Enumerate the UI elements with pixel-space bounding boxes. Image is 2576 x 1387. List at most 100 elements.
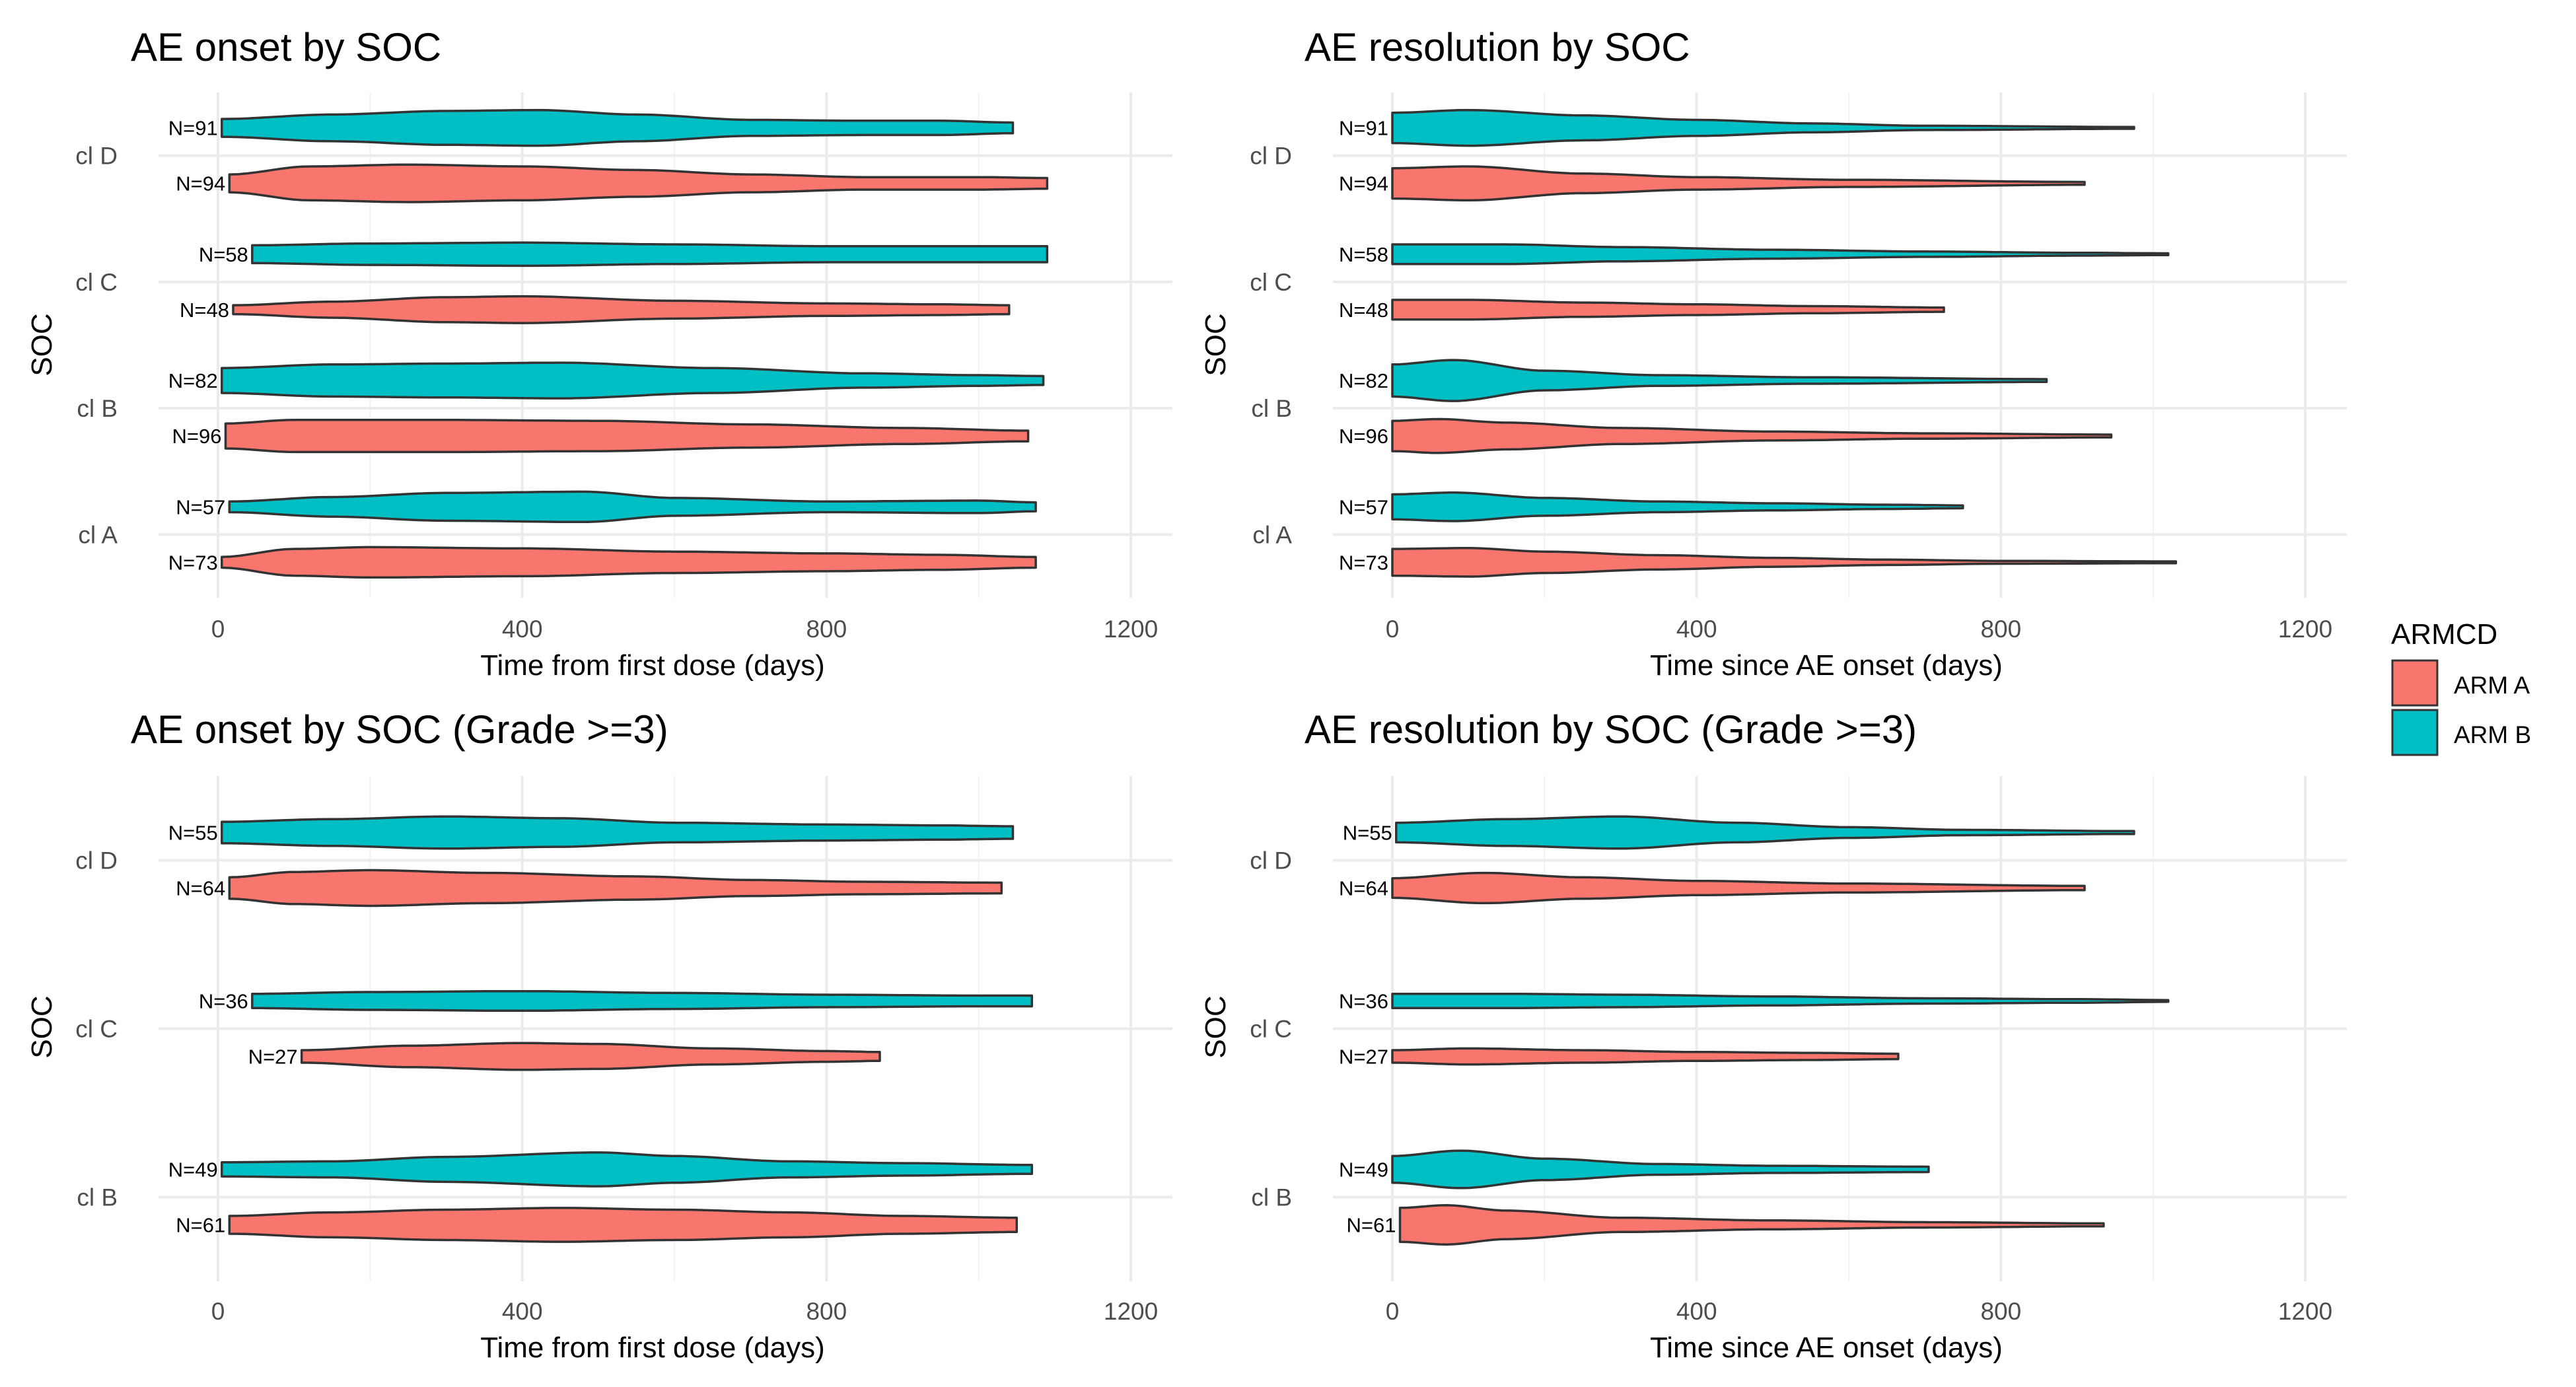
n-label-cl-d-arm-a: N=64 bbox=[1339, 877, 1388, 900]
violin-cl-b-arm-a bbox=[224, 419, 1030, 454]
violin-cl-d-arm-a bbox=[228, 869, 1003, 907]
violin-cl-c-arm-b bbox=[1391, 992, 2170, 1010]
n-label-cl-b-arm-a: N=96 bbox=[1339, 425, 1388, 448]
n-label-cl-b-arm-a: N=96 bbox=[172, 425, 222, 448]
y-tick-label: cl C bbox=[75, 269, 118, 296]
panel-ae-onset: AE onset by SOC Time from first dose (da… bbox=[26, 25, 1172, 682]
legend-swatch-arm-b bbox=[2391, 709, 2439, 756]
n-label-cl-b-arm-a: N=61 bbox=[176, 1214, 225, 1237]
plot-area: 0 400 800 1200 cl B cl C cl D N=61 N=49 N=27 N=36 N… bbox=[1250, 776, 2347, 1325]
panel-ae-onset-grade3: AE onset by SOC (Grade >=3) Time from fi… bbox=[26, 707, 1172, 1364]
y-tick-label: cl D bbox=[75, 847, 118, 874]
legend: ARMCD ARM A ARM B bbox=[2391, 618, 2531, 756]
x-tick-label: 1200 bbox=[1104, 616, 1158, 643]
x-tick-label: 400 bbox=[502, 616, 543, 643]
violin-cl-d-arm-b bbox=[221, 815, 1015, 850]
n-label-cl-d-arm-b: N=55 bbox=[1343, 822, 1392, 845]
n-label-cl-c-arm-b: N=36 bbox=[1339, 990, 1388, 1013]
panel-ae-resolution: AE resolution by SOC Time since AE onset… bbox=[1199, 25, 2347, 682]
violin-cl-d-arm-b bbox=[1395, 815, 2135, 850]
y-tick-label: cl B bbox=[1251, 395, 1292, 422]
n-label-cl-a-arm-b: N=57 bbox=[1339, 495, 1388, 518]
violin-cl-c-arm-a bbox=[1391, 299, 1945, 321]
x-tick-label: 0 bbox=[211, 1298, 225, 1325]
x-axis-title: Time from first dose (days) bbox=[480, 649, 825, 682]
violin-cl-c-arm-a bbox=[1391, 1047, 1900, 1066]
n-label-cl-b-arm-b: N=82 bbox=[1339, 369, 1388, 392]
violin-cl-c-arm-b bbox=[251, 241, 1049, 267]
x-tick-label: 800 bbox=[1980, 1298, 2021, 1325]
violin-cl-d-arm-a bbox=[228, 163, 1049, 203]
n-label-cl-c-arm-b: N=36 bbox=[199, 990, 248, 1013]
violin-cl-d-arm-a bbox=[1391, 871, 2086, 905]
n-label-cl-b-arm-b: N=82 bbox=[168, 369, 218, 392]
n-label-cl-c-arm-b: N=58 bbox=[199, 243, 248, 266]
plot-area: 0 400 800 1200 cl B cl C cl D N=61 N=49 N=27 N=36 N… bbox=[75, 776, 1172, 1325]
violin-cl-c-arm-a bbox=[300, 1042, 881, 1071]
x-tick-label: 0 bbox=[1386, 616, 1400, 643]
x-axis-title: Time since AE onset (days) bbox=[1650, 1332, 2003, 1364]
violin-cl-c-arm-a bbox=[232, 295, 1011, 324]
y-tick-label: cl D bbox=[1250, 143, 1292, 170]
y-tick-label: cl C bbox=[1250, 1016, 1292, 1043]
y-tick-label: cl C bbox=[1250, 269, 1292, 296]
n-label-cl-c-arm-a: N=48 bbox=[1339, 299, 1388, 322]
x-axis-title: Time since AE onset (days) bbox=[1650, 649, 2003, 682]
y-tick-label: cl D bbox=[1250, 847, 1292, 874]
violin-cl-b-arm-b bbox=[221, 361, 1045, 400]
n-label-cl-d-arm-b: N=91 bbox=[1339, 117, 1388, 140]
n-label-cl-c-arm-a: N=27 bbox=[1339, 1046, 1388, 1069]
violin-cl-a-arm-a bbox=[1391, 547, 2178, 578]
violin-cl-b-arm-a bbox=[1398, 1204, 2105, 1246]
n-label-cl-c-arm-b: N=58 bbox=[1339, 243, 1388, 266]
y-tick-label: cl A bbox=[78, 521, 118, 548]
chart-title: AE onset by SOC (Grade >=3) bbox=[131, 707, 668, 752]
y-tick-label: cl C bbox=[75, 1016, 118, 1043]
violin-cl-b-arm-a bbox=[1391, 417, 2113, 454]
chart-title: AE resolution by SOC bbox=[1305, 25, 1690, 69]
n-label-cl-d-arm-a: N=94 bbox=[176, 172, 225, 196]
violin-cl-a-arm-b bbox=[228, 490, 1037, 524]
legend-label-arm-b: ARM B bbox=[2454, 721, 2531, 748]
violin-cl-a-arm-b bbox=[1391, 491, 1964, 522]
x-tick-label: 1200 bbox=[2278, 616, 2332, 643]
y-tick-label: cl B bbox=[1251, 1184, 1292, 1211]
y-tick-label: cl B bbox=[77, 395, 118, 422]
n-label-cl-d-arm-b: N=55 bbox=[168, 822, 218, 845]
chart-title: AE resolution by SOC (Grade >=3) bbox=[1305, 707, 1917, 752]
x-tick-label: 0 bbox=[1386, 1298, 1400, 1325]
x-tick-label: 1200 bbox=[2278, 1298, 2332, 1325]
n-label-cl-a-arm-a: N=73 bbox=[168, 551, 218, 574]
violin-cl-c-arm-b bbox=[1391, 243, 2170, 266]
plot-area: 0 400 800 1200 cl A cl B cl C cl D N=73 N=57 N=96 N… bbox=[1250, 92, 2347, 643]
violin-cl-d-arm-b bbox=[221, 108, 1015, 147]
violin-cl-d-arm-a bbox=[1391, 165, 2086, 202]
y-axis-title: SOC bbox=[1199, 995, 1232, 1058]
y-axis-title: SOC bbox=[26, 313, 58, 376]
y-axis-title: SOC bbox=[1199, 313, 1232, 376]
violin-cl-b-arm-b bbox=[221, 1151, 1034, 1188]
chart-title: AE onset by SOC bbox=[131, 25, 441, 69]
violin-cl-b-arm-b bbox=[1391, 359, 2048, 402]
n-label-cl-a-arm-a: N=73 bbox=[1339, 551, 1388, 574]
x-tick-label: 400 bbox=[1676, 1298, 1717, 1325]
n-label-cl-d-arm-b: N=91 bbox=[168, 117, 218, 140]
n-label-cl-b-arm-b: N=49 bbox=[168, 1158, 218, 1182]
legend-label-arm-a: ARM A bbox=[2454, 672, 2530, 699]
x-tick-label: 800 bbox=[806, 616, 847, 643]
x-tick-label: 800 bbox=[1980, 616, 2021, 643]
n-label-cl-d-arm-a: N=94 bbox=[1339, 172, 1388, 196]
violin-cl-b-arm-b bbox=[1391, 1149, 1930, 1190]
violin-cl-d-arm-b bbox=[1391, 108, 2135, 147]
n-label-cl-b-arm-a: N=61 bbox=[1347, 1214, 1396, 1237]
y-tick-label: cl D bbox=[75, 143, 118, 170]
violin-cl-b-arm-a bbox=[228, 1207, 1019, 1243]
x-tick-label: 1200 bbox=[1104, 1298, 1158, 1325]
violin-cl-a-arm-a bbox=[221, 546, 1037, 579]
y-tick-label: cl A bbox=[1252, 521, 1292, 548]
n-label-cl-d-arm-a: N=64 bbox=[176, 877, 225, 900]
n-label-cl-c-arm-a: N=27 bbox=[248, 1046, 298, 1069]
legend-swatch-arm-a bbox=[2391, 659, 2439, 707]
y-tick-label: cl B bbox=[77, 1184, 118, 1211]
